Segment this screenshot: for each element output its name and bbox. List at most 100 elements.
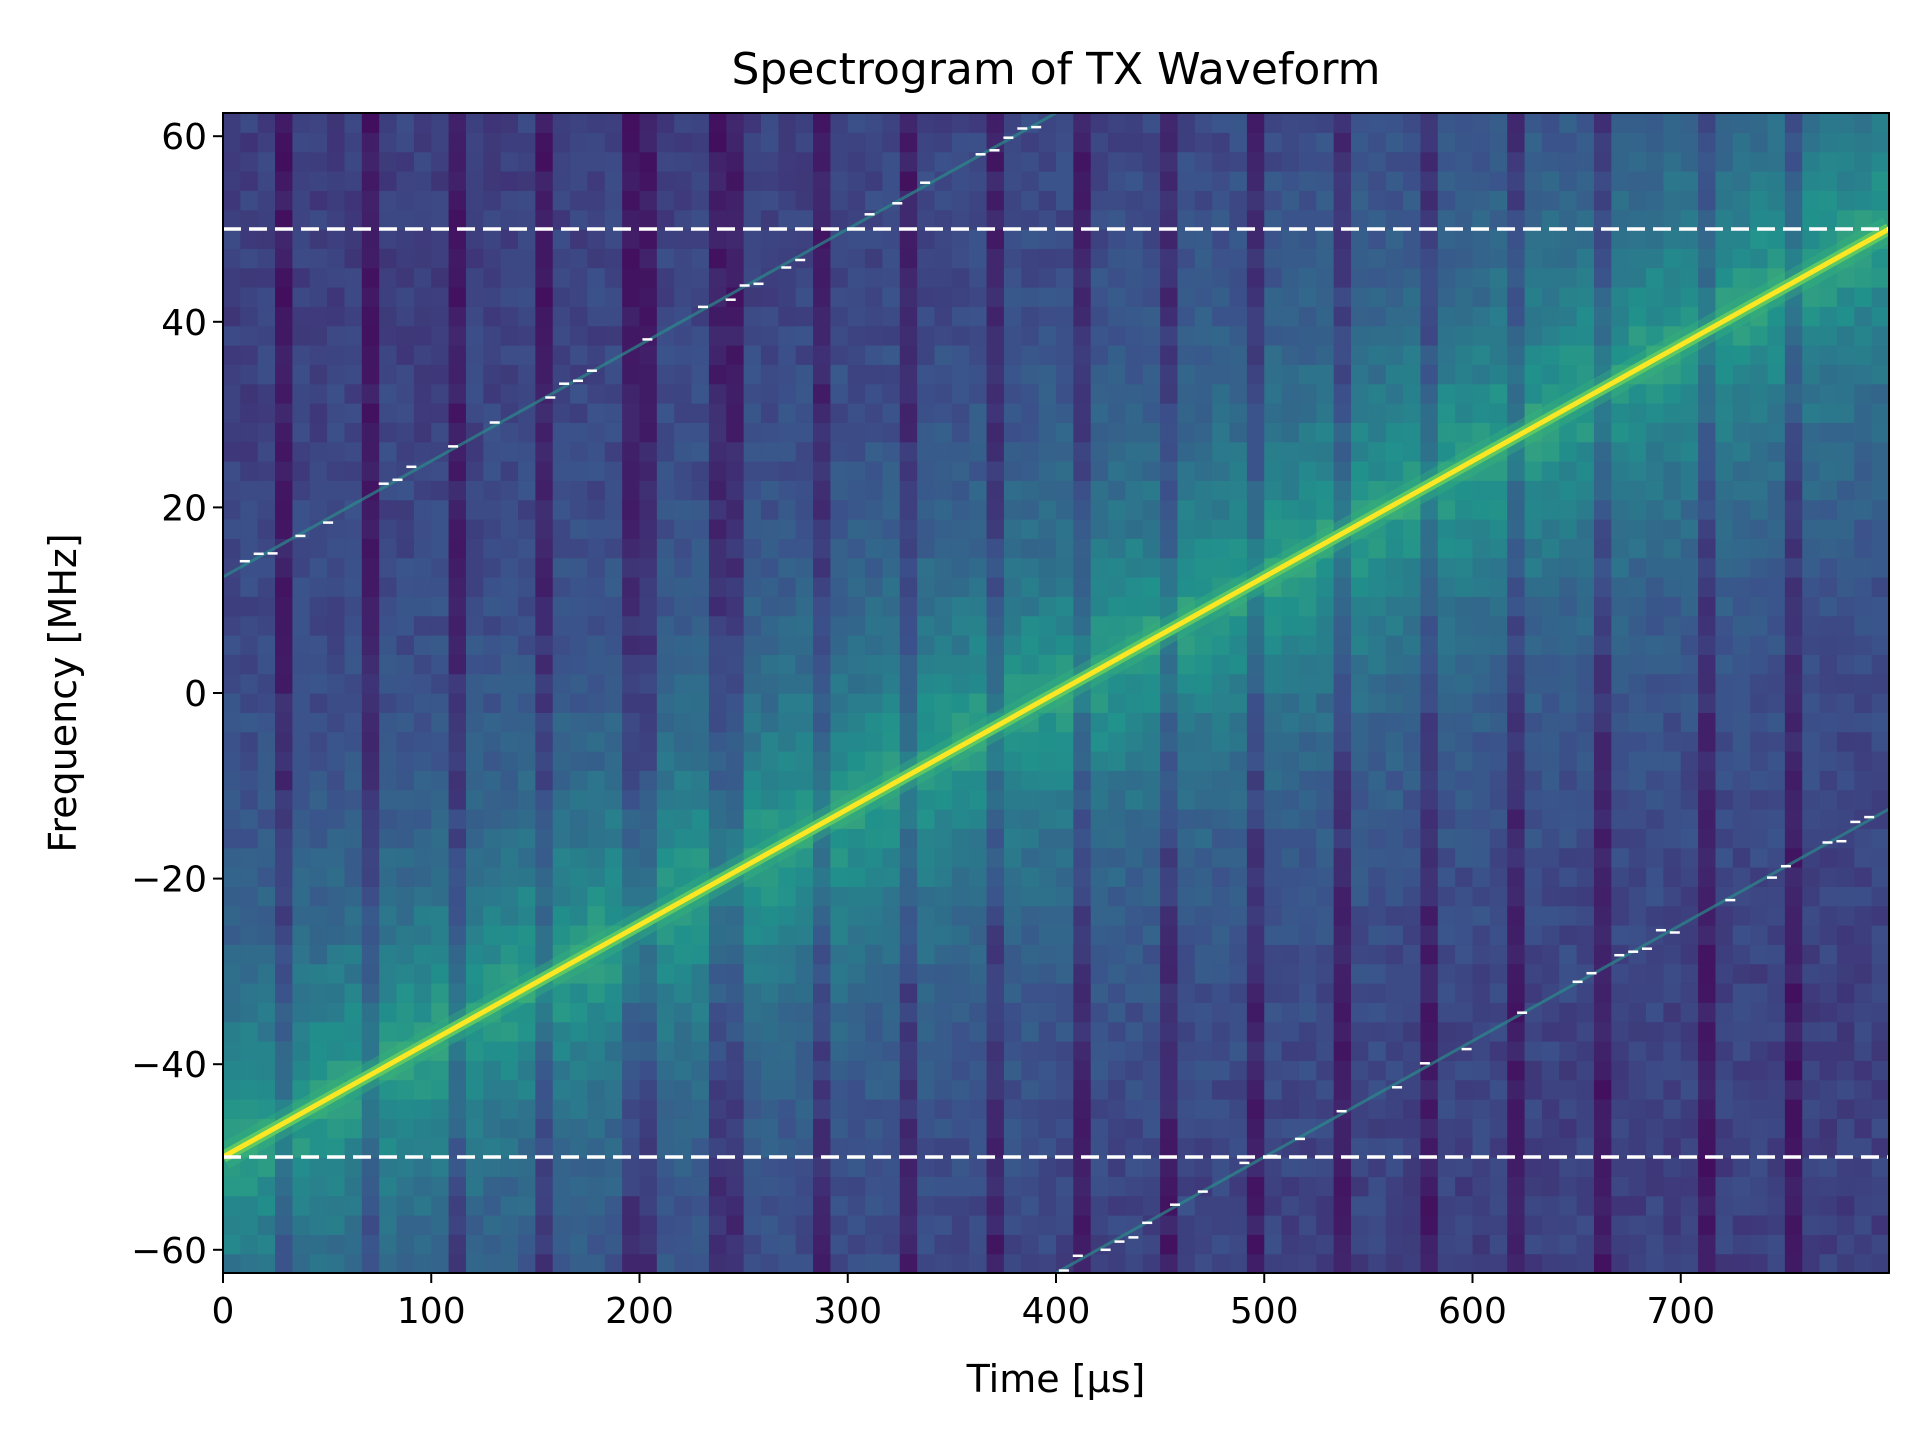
heatmap-cell (483, 345, 502, 365)
heatmap-cell (882, 577, 901, 597)
heatmap-cell (951, 499, 970, 520)
heatmap-cell (639, 1079, 658, 1100)
heatmap-cell (431, 364, 450, 385)
heatmap-cell (708, 325, 727, 346)
heatmap-cell (656, 557, 675, 578)
heatmap-cell (1298, 944, 1317, 965)
heatmap-cell (1056, 364, 1074, 385)
heatmap-cell (1212, 789, 1231, 810)
heatmap-cell (1559, 1215, 1578, 1235)
heatmap-cell (448, 151, 467, 172)
heatmap-cell (1351, 1021, 1369, 1042)
heatmap-cell (865, 751, 884, 771)
heatmap-cell (570, 847, 589, 868)
heatmap-cell (292, 364, 311, 385)
heatmap-cell (1264, 1253, 1283, 1273)
heatmap-cell (1628, 963, 1647, 984)
heatmap-cell (1351, 1079, 1369, 1100)
heatmap-cell (1455, 1021, 1474, 1042)
heatmap-cell (639, 635, 658, 655)
heatmap-cell (500, 1118, 519, 1139)
heatmap-cell (1385, 905, 1404, 926)
heatmap-cell (465, 364, 484, 385)
heatmap-cell (847, 944, 866, 965)
heatmap-cell (1663, 1137, 1682, 1158)
heatmap-cell (656, 1137, 675, 1158)
heatmap-cell (847, 480, 866, 501)
heatmap-cell (1108, 1041, 1127, 1061)
heatmap-cell (570, 267, 589, 288)
heatmap-cell (1472, 789, 1491, 810)
heatmap-cell (1246, 847, 1265, 868)
heatmap-cell (1160, 287, 1179, 307)
heatmap-cell (1351, 673, 1369, 694)
heatmap-cell (1576, 983, 1595, 1003)
heatmap-cell (1281, 886, 1300, 907)
heatmap-cell (431, 345, 450, 365)
heatmap-cell (448, 499, 467, 520)
heatmap-cell (847, 229, 866, 249)
heatmap-cell (1611, 1253, 1630, 1273)
heatmap-cell (1593, 809, 1612, 829)
heatmap-cell (1385, 1215, 1404, 1235)
heatmap-cell (1524, 461, 1543, 481)
heatmap-cell (1420, 712, 1439, 733)
heatmap-cell (882, 654, 901, 675)
heatmap-cell (1003, 267, 1022, 288)
heatmap-cell (1420, 325, 1439, 346)
heatmap-cell (1246, 925, 1265, 945)
heatmap-cell (1646, 325, 1664, 346)
heatmap-cell (1160, 1021, 1179, 1042)
heatmap-cell (1507, 1157, 1526, 1177)
heatmap-cell (1541, 1137, 1560, 1158)
heatmap-cell (1021, 577, 1040, 597)
heatmap-cell (1142, 867, 1161, 887)
heatmap-cell (413, 1060, 432, 1081)
heatmap-cell (552, 325, 571, 346)
heatmap-cell (379, 287, 398, 307)
heatmap-cell (518, 596, 536, 617)
heatmap-cell (1125, 693, 1144, 713)
heatmap-cell (1316, 1137, 1335, 1158)
heatmap-cell (223, 1002, 241, 1023)
heatmap-cell (1212, 847, 1231, 868)
heatmap-cell (431, 944, 450, 965)
heatmap-cell (726, 925, 745, 945)
heatmap-cell (483, 1253, 502, 1273)
heatmap-cell (1455, 944, 1474, 965)
heatmap-cell (1524, 171, 1543, 191)
heatmap-cell (1420, 403, 1439, 423)
heatmap-cell (223, 306, 241, 327)
heatmap-cell (1194, 712, 1213, 733)
heatmap-cell (1420, 151, 1439, 172)
heatmap-cell (934, 963, 953, 984)
heatmap-cell (361, 190, 380, 211)
heatmap-cell (778, 905, 797, 926)
heatmap-cell (1559, 151, 1578, 172)
heatmap-cell (639, 190, 658, 211)
heatmap-cell (292, 422, 311, 443)
heatmap-cell (951, 1176, 970, 1197)
heatmap-cell (1489, 403, 1508, 423)
heatmap-cell (604, 267, 623, 288)
heatmap-cell (1229, 113, 1248, 133)
heatmap-cell (1368, 789, 1387, 810)
heatmap-cell (986, 113, 1005, 133)
heatmap-cell (1073, 209, 1092, 230)
heatmap-cell (1281, 963, 1300, 984)
heatmap-cell (1090, 151, 1109, 172)
heatmap-cell (309, 345, 328, 365)
heatmap-cell (396, 209, 415, 230)
heatmap-cell (587, 712, 606, 733)
heatmap-cell (1108, 596, 1127, 617)
heatmap-cell (570, 248, 589, 269)
heatmap-cell (1142, 770, 1161, 791)
heatmap-cell (1646, 1176, 1664, 1197)
heatmap-cell (1541, 712, 1560, 733)
heatmap-cell (899, 1060, 918, 1081)
heatmap-cell (1593, 461, 1612, 481)
heatmap-cell (240, 287, 259, 307)
heatmap-cell (1264, 809, 1283, 829)
heatmap-cell (1507, 325, 1526, 346)
heatmap-cell (760, 1060, 779, 1081)
